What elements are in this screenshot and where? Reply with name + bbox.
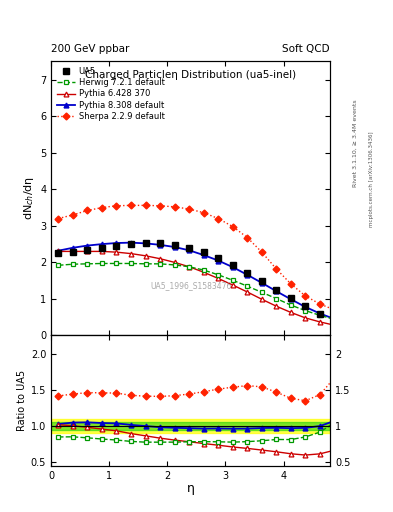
- Text: UA5_1996_S1583476: UA5_1996_S1583476: [150, 282, 231, 291]
- Bar: [51, 419, 330, 433]
- Y-axis label: Ratio to UA5: Ratio to UA5: [17, 370, 27, 431]
- Y-axis label: dN$_{ch}$/dη: dN$_{ch}$/dη: [22, 177, 36, 220]
- Text: mcplots.cern.ch [arXiv:1306.3436]: mcplots.cern.ch [arXiv:1306.3436]: [369, 132, 374, 227]
- Text: Soft QCD: Soft QCD: [283, 44, 330, 54]
- Text: Rivet 3.1.10, ≥ 3.4M events: Rivet 3.1.10, ≥ 3.4M events: [353, 99, 358, 187]
- X-axis label: η: η: [187, 482, 195, 495]
- Bar: [51, 422, 330, 430]
- Legend: UA5, Herwig 7.2.1 default, Pythia 6.428 370, Pythia 8.308 default, Sherpa 2.2.9 : UA5, Herwig 7.2.1 default, Pythia 6.428 …: [54, 65, 167, 123]
- Text: 200 GeV ppbar: 200 GeV ppbar: [51, 44, 129, 54]
- Text: Charged Particleη Distribution (ua5-inel): Charged Particleη Distribution (ua5-inel…: [85, 70, 296, 80]
